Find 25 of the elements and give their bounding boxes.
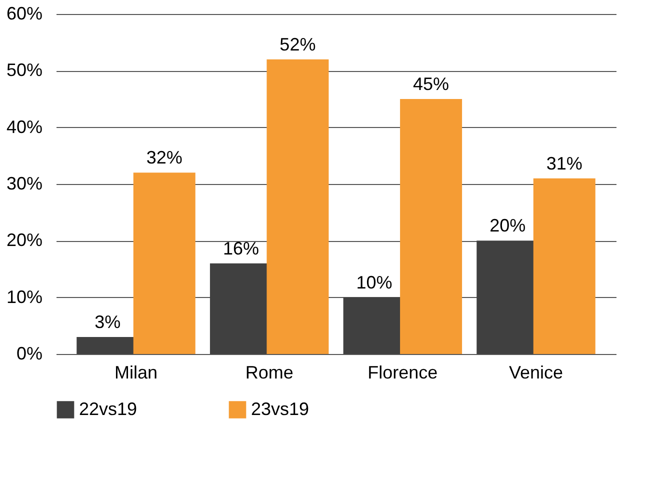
legend-label: 22vs19 xyxy=(79,398,138,419)
bar xyxy=(133,172,196,354)
x-tick-label: Milan xyxy=(114,362,158,382)
y-tick-label: 50% xyxy=(6,60,42,80)
y-tick-label: 40% xyxy=(6,116,42,137)
bar xyxy=(400,99,462,354)
y-tick-label: 10% xyxy=(6,286,42,307)
x-tick-label: Venice xyxy=(508,362,564,382)
data-label: 3% xyxy=(94,312,121,332)
y-tick-label: 30% xyxy=(6,174,42,194)
x-tick-label: Rome xyxy=(245,362,294,382)
data-label: 45% xyxy=(413,74,450,94)
y-tick-label: 0% xyxy=(16,344,42,364)
data-label: 20% xyxy=(490,216,526,236)
data-label: 16% xyxy=(222,238,259,258)
y-tick-label: 60% xyxy=(6,4,42,24)
y-tick-label: 20% xyxy=(6,230,42,250)
legend-label: 23vs19 xyxy=(251,398,310,419)
data-label: 10% xyxy=(356,272,392,292)
bar xyxy=(533,178,596,354)
data-label: 52% xyxy=(280,34,316,54)
data-label: 31% xyxy=(546,153,582,174)
bar xyxy=(266,59,329,354)
x-tick-label: Florence xyxy=(368,362,438,382)
data-label: 32% xyxy=(146,148,182,168)
